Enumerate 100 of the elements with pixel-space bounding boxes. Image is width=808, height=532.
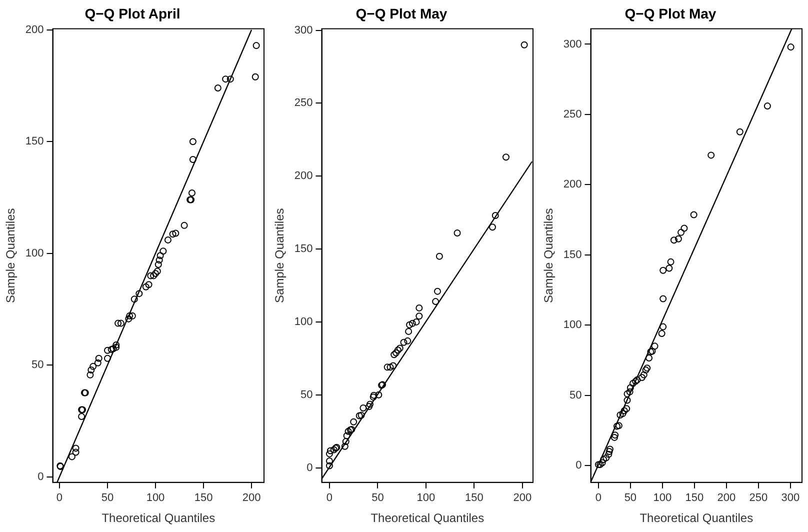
y-axis-title: Sample Quantiles	[4, 208, 18, 303]
chart-title: Q−Q Plot May	[624, 5, 716, 22]
x-tick-label: 50	[624, 492, 637, 504]
x-tick-label: 100	[416, 492, 436, 504]
point	[386, 364, 394, 371]
point	[667, 258, 674, 266]
point	[642, 366, 650, 374]
point	[594, 461, 602, 468]
point	[434, 288, 442, 295]
point	[341, 442, 348, 450]
point	[616, 411, 624, 418]
point	[626, 384, 634, 392]
point	[180, 222, 188, 229]
x-tick-label: 50	[372, 492, 384, 504]
point	[394, 346, 402, 354]
point	[412, 318, 420, 326]
point	[666, 264, 673, 272]
point	[356, 412, 363, 420]
chart-title: Q−Q Plot April	[84, 5, 180, 22]
y-tick-label: 100	[563, 319, 582, 332]
point	[104, 346, 111, 354]
point	[404, 337, 412, 344]
y-tick-label: 300	[563, 38, 582, 50]
point	[326, 457, 333, 464]
y-axis-title: Sample Quantiles	[272, 208, 287, 303]
point	[128, 312, 136, 320]
point	[620, 407, 628, 414]
x-tick-label: 150	[194, 492, 213, 504]
point	[154, 261, 162, 268]
point	[630, 380, 637, 387]
point	[86, 371, 94, 378]
x-axis-title: Theoretical Quantiles	[640, 511, 754, 526]
x-tick-label: 0	[326, 492, 333, 504]
x-axis-title: Theoretical Quantiles	[102, 511, 216, 526]
point	[343, 432, 350, 440]
point	[436, 252, 443, 260]
point	[416, 304, 423, 312]
point	[112, 341, 120, 348]
point	[188, 190, 196, 197]
point	[342, 438, 350, 446]
point	[156, 252, 164, 260]
x-tick-label: 200	[513, 492, 532, 504]
point	[405, 328, 412, 335]
x-tick-label: 0	[595, 492, 602, 504]
point	[492, 212, 499, 219]
point	[614, 422, 620, 430]
point	[164, 236, 172, 244]
point	[602, 454, 610, 462]
point	[623, 405, 630, 412]
point	[94, 359, 102, 366]
point	[619, 410, 626, 418]
y-tick-label: 50	[32, 359, 44, 372]
point	[406, 321, 414, 328]
point	[680, 224, 688, 232]
point	[370, 394, 377, 401]
point	[145, 281, 152, 288]
x-tick-label: 200	[242, 492, 261, 504]
point	[114, 320, 122, 327]
point	[600, 456, 608, 464]
y-tick-label: 0	[38, 470, 44, 483]
point	[326, 462, 333, 470]
y-tick-label: 150	[25, 136, 44, 148]
point	[72, 444, 80, 452]
point	[117, 320, 124, 327]
point	[736, 128, 744, 136]
point	[326, 450, 333, 458]
point	[384, 364, 391, 371]
point	[390, 362, 397, 370]
point	[624, 396, 631, 404]
point	[72, 448, 80, 456]
x-tick-label: 250	[749, 492, 768, 504]
point	[640, 371, 648, 378]
point	[360, 404, 367, 412]
x-tick-label: 0	[56, 492, 63, 504]
point	[214, 84, 222, 92]
point	[408, 320, 416, 327]
point	[358, 412, 365, 419]
point	[658, 330, 666, 338]
y-tick-label: 100	[25, 247, 44, 260]
point	[112, 344, 120, 351]
point	[392, 349, 400, 356]
point	[222, 76, 230, 83]
point	[644, 364, 651, 372]
point	[390, 351, 398, 358]
y-tick-label: 200	[25, 24, 44, 36]
y-tick-label: 250	[563, 108, 582, 120]
point	[764, 102, 771, 110]
point	[142, 283, 150, 290]
point	[596, 461, 604, 468]
x-tick-label: 200	[717, 492, 736, 504]
y-tick-label: 100	[294, 316, 313, 328]
point	[104, 354, 111, 362]
point	[95, 354, 102, 362]
y-tick-label: 300	[294, 24, 313, 36]
point	[110, 345, 117, 352]
point	[606, 446, 614, 453]
point	[344, 428, 352, 435]
point	[624, 390, 631, 398]
point	[626, 388, 634, 396]
point	[152, 270, 159, 277]
